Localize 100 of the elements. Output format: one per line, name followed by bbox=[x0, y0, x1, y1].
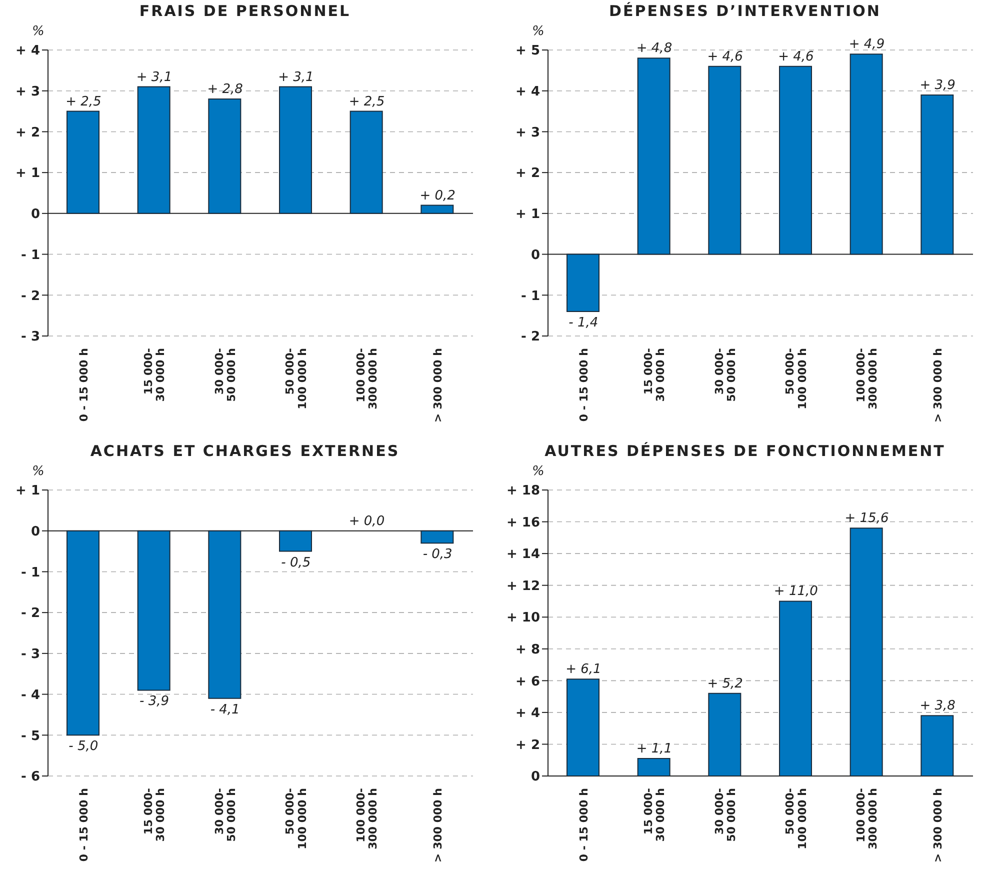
chart-title: FRAIS DE PERSONNEL bbox=[139, 2, 351, 20]
data-label: - 1,4 bbox=[568, 315, 598, 330]
y-tick-label: - 2 bbox=[21, 606, 40, 622]
y-tick-label: + 18 bbox=[506, 484, 540, 499]
y-tick-label: + 2 bbox=[16, 125, 40, 140]
data-label: + 5,2 bbox=[707, 676, 743, 692]
y-tick-label: 0 bbox=[530, 248, 540, 263]
x-tick-label: 30 000- 50 000 h bbox=[212, 348, 238, 402]
y-tick-label: + 1 bbox=[516, 207, 540, 222]
x-tick-label: 0 - 15 000 h bbox=[77, 788, 90, 862]
y-axis-title: % bbox=[532, 464, 544, 479]
bar bbox=[779, 600, 812, 776]
y-tick-label: - 1 bbox=[21, 248, 40, 263]
y-tick-label: - 5 bbox=[21, 728, 40, 744]
data-label: + 2,5 bbox=[348, 94, 385, 110]
bar bbox=[208, 98, 242, 214]
x-tick-label: 100 000- 300 000 h bbox=[354, 788, 380, 850]
bar bbox=[708, 692, 742, 776]
data-label: + 11,0 bbox=[774, 584, 818, 600]
bar bbox=[137, 86, 170, 214]
y-tick-label: + 8 bbox=[516, 642, 540, 658]
data-label: + 15,6 bbox=[844, 511, 889, 526]
y-tick-label: + 2 bbox=[516, 166, 540, 182]
x-tick-label: 100 000- 300 000 h bbox=[854, 348, 880, 410]
bar bbox=[920, 715, 954, 776]
x-tick-label: 0 - 15 000 h bbox=[577, 788, 590, 862]
bar bbox=[566, 678, 600, 776]
y-tick-label: + 4 bbox=[516, 84, 540, 100]
x-tick-label: 50 000- 100 000 h bbox=[784, 348, 809, 410]
y-tick-label: + 3 bbox=[16, 84, 40, 100]
y-tick-label: - 2 bbox=[521, 330, 540, 345]
bar bbox=[850, 528, 883, 776]
bar bbox=[279, 86, 312, 214]
bar bbox=[920, 94, 954, 255]
data-label: - 0,3 bbox=[422, 547, 452, 562]
bar bbox=[708, 66, 742, 255]
y-tick-label: - 4 bbox=[21, 688, 40, 703]
x-tick-label: 0 - 15 000 h bbox=[577, 348, 590, 422]
bar bbox=[566, 254, 600, 312]
y-axis-title: % bbox=[32, 24, 44, 39]
x-tick-label: 30 000- 50 000 h bbox=[712, 348, 738, 402]
data-label: + 4,9 bbox=[848, 37, 885, 52]
bar bbox=[66, 110, 100, 214]
bar bbox=[637, 758, 670, 776]
bar bbox=[350, 110, 383, 214]
data-label: + 1,1 bbox=[636, 742, 672, 757]
y-tick-label: + 10 bbox=[506, 610, 540, 626]
data-label: + 3,9 bbox=[920, 78, 956, 93]
y-tick-label: - 3 bbox=[21, 330, 40, 345]
y-tick-label: - 1 bbox=[521, 288, 540, 304]
x-tick-label: 15 000- 30 000 h bbox=[142, 788, 168, 842]
x-tick-label: 30 000- 50 000 h bbox=[712, 788, 738, 842]
y-tick-label: + 2 bbox=[516, 738, 540, 753]
y-tick-label: + 12 bbox=[506, 578, 540, 594]
data-label: - 4,1 bbox=[210, 702, 240, 718]
data-label: - 0,5 bbox=[281, 555, 311, 570]
x-tick-label: 15 000- 30 000 h bbox=[642, 348, 668, 402]
y-tick-label: + 3 bbox=[516, 125, 540, 140]
x-tick-label: 15 000- 30 000 h bbox=[642, 788, 668, 842]
y-tick-label: + 5 bbox=[516, 44, 540, 59]
x-tick-label: 50 000- 100 000 h bbox=[284, 788, 309, 850]
data-label: - 3,9 bbox=[140, 694, 169, 710]
data-label: + 4,6 bbox=[707, 49, 743, 64]
chart-title: DÉPENSES D’INTERVENTION bbox=[609, 2, 881, 20]
bar bbox=[779, 66, 812, 255]
x-tick-label: > 300 000 h bbox=[931, 348, 944, 422]
x-tick-label: > 300 000 h bbox=[431, 788, 444, 862]
x-tick-label: > 300 000 h bbox=[931, 788, 944, 862]
x-tick-label: 100 000- 300 000 h bbox=[354, 348, 380, 410]
y-tick-label: + 1 bbox=[16, 166, 40, 182]
x-tick-label: 50 000- 100 000 h bbox=[784, 788, 809, 850]
x-tick-label: 0 - 15 000 h bbox=[77, 348, 90, 422]
y-axis-title: % bbox=[32, 464, 44, 479]
data-label: + 6,1 bbox=[566, 662, 602, 678]
data-label: + 2,8 bbox=[207, 82, 243, 98]
x-tick-label: 100 000- 300 000 h bbox=[854, 788, 880, 850]
x-tick-label: > 300 000 h bbox=[431, 348, 444, 422]
x-tick-label: 30 000- 50 000 h bbox=[212, 788, 238, 842]
data-label: + 4,6 bbox=[778, 49, 814, 64]
y-tick-label: + 14 bbox=[506, 547, 540, 562]
data-label: - 5,0 bbox=[68, 739, 98, 754]
bar bbox=[850, 54, 883, 255]
y-tick-label: + 4 bbox=[516, 706, 540, 722]
data-label: + 0,2 bbox=[420, 188, 456, 204]
y-tick-label: + 4 bbox=[16, 44, 40, 59]
y-tick-label: 0 bbox=[30, 207, 40, 222]
data-label: + 0,0 bbox=[348, 514, 385, 529]
y-tick-label: - 1 bbox=[21, 565, 40, 580]
y-tick-label: - 3 bbox=[21, 647, 40, 662]
bar bbox=[420, 204, 454, 214]
y-tick-label: 0 bbox=[530, 770, 540, 785]
bar bbox=[637, 58, 670, 255]
data-label: + 2,5 bbox=[66, 94, 102, 110]
x-tick-label: 15 000- 30 000 h bbox=[142, 348, 168, 402]
chart-title: AUTRES DÉPENSES DE FONCTIONNEMENT bbox=[544, 442, 946, 460]
y-tick-label: + 6 bbox=[516, 674, 540, 690]
y-tick-label: + 16 bbox=[506, 515, 540, 530]
data-label: + 3,8 bbox=[920, 698, 956, 714]
chart-title: ACHATS ET CHARGES EXTERNES bbox=[90, 442, 400, 460]
y-tick-label: + 1 bbox=[16, 484, 40, 499]
